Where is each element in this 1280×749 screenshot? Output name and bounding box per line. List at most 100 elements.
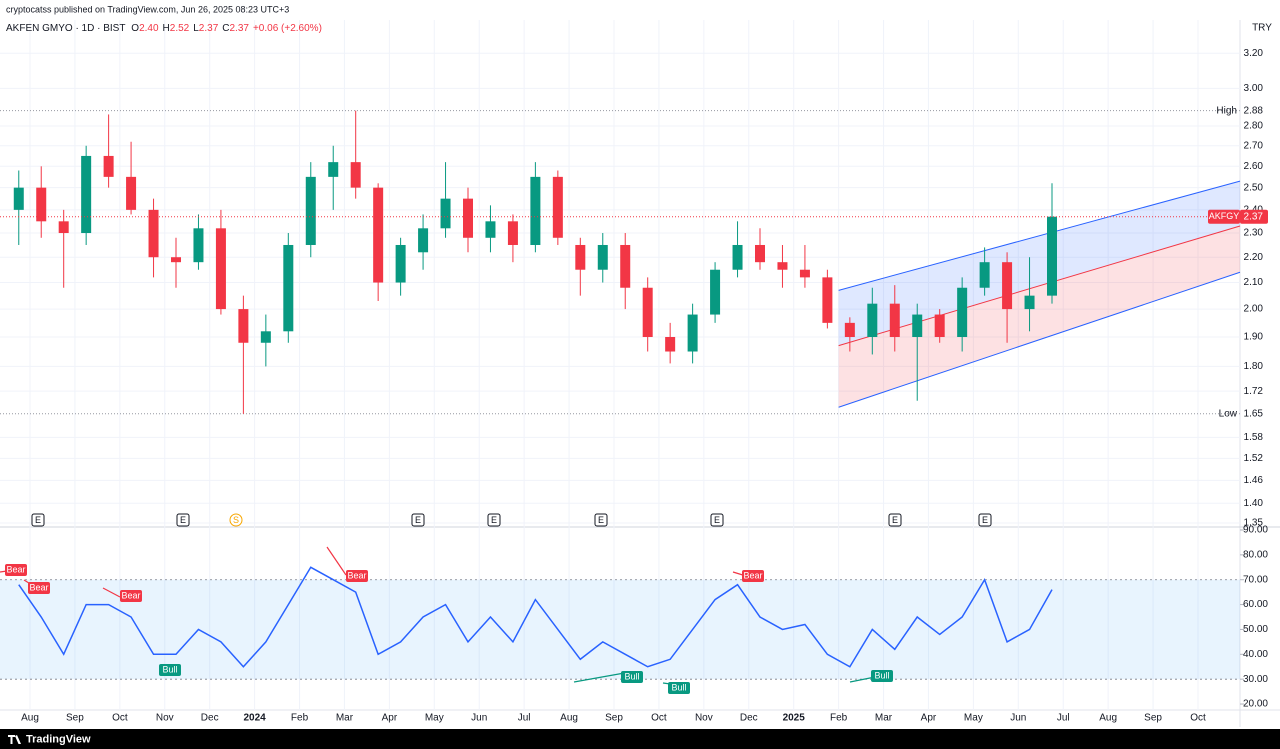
- candle-body: [889, 303, 900, 337]
- x-tick-label: Mar: [875, 713, 893, 724]
- high-value: 2.88: [1244, 105, 1264, 116]
- x-tick-label: Apr: [921, 713, 937, 724]
- currency-label: TRY: [1252, 23, 1272, 34]
- x-tick-label: Jun: [471, 713, 487, 724]
- event-box: [411, 513, 425, 527]
- candle-body: [912, 314, 923, 337]
- event-box: [888, 513, 902, 527]
- candle-body: [283, 244, 294, 332]
- x-tick-label: Aug: [21, 713, 39, 724]
- rsi-tick-label: 90.00: [1243, 525, 1268, 536]
- x-tick-label: Apr: [382, 713, 398, 724]
- divergence-tag: [28, 582, 50, 594]
- candle-body: [440, 198, 451, 229]
- event-box: [31, 513, 45, 527]
- event-label: E: [714, 515, 720, 525]
- x-tick-label: Mar: [336, 713, 354, 724]
- candle-body: [597, 244, 608, 270]
- candle-body: [1002, 262, 1013, 310]
- divergence-tag: [159, 664, 181, 676]
- footer-brand: TradingView: [26, 733, 91, 745]
- last-price-tag: [1240, 209, 1268, 224]
- y-tick-label: 1.35: [1244, 518, 1264, 529]
- event-box: [978, 513, 992, 527]
- candle-body: [822, 277, 833, 323]
- y-tick-label: 2.80: [1244, 121, 1264, 132]
- y-tick-label: 1.72: [1244, 386, 1264, 397]
- x-tick-label: Jun: [1010, 713, 1026, 724]
- candle-body: [260, 331, 271, 343]
- rsi-tick-label: 30.00: [1243, 674, 1268, 685]
- x-tick-label: Sep: [605, 713, 623, 724]
- candle-body: [665, 336, 676, 352]
- y-tick-label: 2.30: [1244, 228, 1264, 239]
- rsi-tick-label: 80.00: [1243, 549, 1268, 560]
- low-value: 1.65: [1244, 408, 1264, 419]
- x-tick-label: Jul: [518, 713, 531, 724]
- candle-body: [552, 176, 563, 238]
- high-label: High: [1216, 105, 1237, 116]
- event-label: E: [180, 515, 186, 525]
- chart-legend: AKFEN GMYO · 1D · BIST O2.40 H2.52 L2.37 C2.…: [6, 23, 322, 34]
- candle-body: [463, 198, 473, 238]
- candle-body: [934, 314, 945, 337]
- divergence-tag: [742, 570, 764, 582]
- x-tick-label: May: [425, 713, 444, 724]
- x-tick-label: Feb: [830, 713, 848, 724]
- event-label: E: [598, 515, 604, 525]
- candle-body: [193, 228, 204, 263]
- x-tick-label: Aug: [1099, 713, 1117, 724]
- x-tick-label: 2025: [783, 713, 806, 724]
- event-box: [594, 513, 608, 527]
- candle-body: [799, 269, 810, 278]
- event-box: [176, 513, 190, 527]
- y-tick-label: 2.60: [1244, 161, 1264, 172]
- divergence-label: Bull: [874, 670, 889, 680]
- divergence-label: Bear: [121, 590, 140, 600]
- y-tick-label: 1.58: [1244, 432, 1264, 443]
- divergence-line: [326, 546, 347, 576]
- y-tick-label: 1.90: [1244, 332, 1264, 343]
- divergence-tag: [346, 570, 368, 582]
- candle-body: [687, 314, 698, 352]
- candle-body: [620, 244, 631, 288]
- rsi-line: [18, 566, 1053, 668]
- candle-body: [777, 262, 788, 270]
- channel-upper-fill: [838, 181, 1240, 346]
- candle-body: [957, 287, 968, 337]
- candle-body: [171, 257, 181, 263]
- x-tick-label: Sep: [1144, 713, 1162, 724]
- channel-middle: [838, 225, 1241, 347]
- x-tick-label: Dec: [740, 713, 758, 724]
- candle-body: [305, 176, 316, 245]
- legend-value: 2.37: [230, 23, 250, 34]
- candle-body: [58, 221, 69, 234]
- legend-value: 2.40: [139, 23, 159, 34]
- y-tick-label: 2.10: [1244, 277, 1264, 288]
- divergence-tag: [668, 682, 690, 694]
- candle-body: [642, 287, 653, 337]
- tradingview-logo: [8, 735, 21, 744]
- y-tick-label: 1.46: [1244, 475, 1264, 486]
- candle-body: [126, 176, 137, 210]
- candle-body: [575, 244, 586, 270]
- candle-body: [395, 244, 406, 283]
- candle-body: [732, 244, 743, 270]
- candle-body: [373, 187, 384, 283]
- divergence-label: Bear: [6, 564, 25, 574]
- candle-body: [710, 269, 721, 315]
- x-tick-label: Oct: [651, 713, 667, 724]
- rsi-tick-label: 60.00: [1243, 599, 1268, 610]
- footer-bar: [0, 729, 1280, 749]
- chart-title: AKFEN GMYO · 1D · BIST: [6, 23, 125, 34]
- y-tick-label: 2.00: [1244, 304, 1264, 315]
- last-price-name-tag: [1208, 209, 1240, 224]
- x-tick-label: Sep: [66, 713, 84, 724]
- divergence-label: Bull: [671, 682, 686, 692]
- candle-body: [844, 322, 855, 337]
- y-tick-label: 2.70: [1244, 140, 1264, 151]
- y-tick-label: 2.20: [1244, 252, 1264, 263]
- candle-body: [418, 228, 429, 253]
